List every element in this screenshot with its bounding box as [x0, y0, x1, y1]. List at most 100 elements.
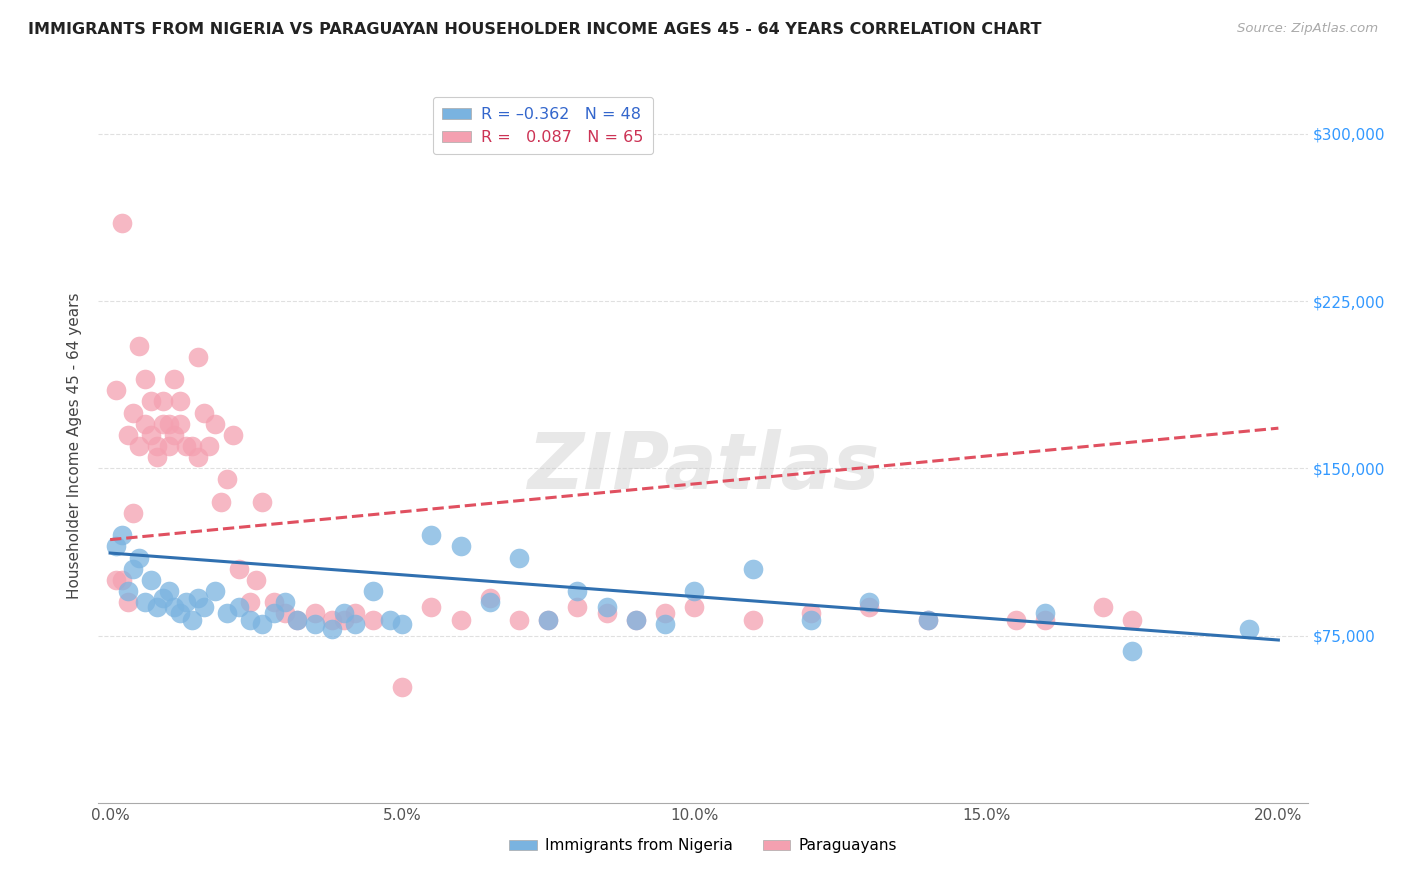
Point [683, 599, 706, 614]
Point [800, 607, 823, 621]
Point [117, 583, 139, 598]
Point [250, 617, 273, 632]
Point [537, 613, 560, 627]
Point [139, 573, 162, 587]
Point [391, 680, 413, 694]
Point [332, 607, 354, 621]
Point [1237, 622, 1260, 636]
Point [654, 607, 676, 621]
Point [152, 591, 174, 605]
Point [741, 562, 763, 576]
Point [478, 595, 501, 609]
Point [228, 599, 250, 614]
Point [169, 607, 191, 621]
Point [146, 599, 169, 614]
Point [420, 599, 443, 614]
Point [157, 439, 180, 453]
Point [134, 372, 156, 386]
Point [321, 613, 343, 627]
Point [163, 599, 186, 614]
Point [263, 607, 285, 621]
Point [180, 613, 202, 627]
Point [117, 427, 139, 442]
Point [274, 607, 297, 621]
Point [321, 622, 343, 636]
Point [228, 562, 250, 576]
Point [104, 573, 127, 587]
Point [1004, 613, 1026, 627]
Point [344, 617, 367, 632]
Text: Source: ZipAtlas.com: Source: ZipAtlas.com [1237, 22, 1378, 36]
Point [508, 550, 530, 565]
Point [139, 427, 162, 442]
Point [198, 439, 221, 453]
Point [917, 613, 939, 627]
Point [285, 613, 308, 627]
Point [122, 405, 145, 419]
Point [193, 599, 215, 614]
Point [361, 613, 384, 627]
Point [128, 550, 150, 565]
Point [450, 613, 472, 627]
Point [344, 607, 367, 621]
Point [654, 617, 676, 632]
Point [239, 613, 262, 627]
Point [285, 613, 308, 627]
Point [163, 427, 186, 442]
Point [146, 439, 169, 453]
Point [163, 372, 186, 386]
Point [134, 595, 156, 609]
Point [104, 539, 127, 553]
Point [169, 417, 191, 431]
Point [380, 613, 402, 627]
Point [624, 613, 647, 627]
Point [245, 573, 267, 587]
Point [741, 613, 763, 627]
Point [157, 583, 180, 598]
Point [1033, 613, 1056, 627]
Point [180, 439, 202, 453]
Point [122, 506, 145, 520]
Point [174, 439, 197, 453]
Point [204, 417, 226, 431]
Point [800, 613, 823, 627]
Point [215, 472, 238, 486]
Point [391, 617, 413, 632]
Point [1092, 599, 1115, 614]
Point [111, 528, 134, 542]
Point [917, 613, 939, 627]
Point [187, 591, 209, 605]
Point [1121, 644, 1143, 658]
Point [858, 595, 880, 609]
Point [420, 528, 443, 542]
Point [567, 583, 589, 598]
Point [146, 450, 169, 464]
Point [567, 599, 589, 614]
Point [209, 494, 232, 508]
Point [193, 405, 215, 419]
Point [174, 595, 197, 609]
Text: ZIPatlas: ZIPatlas [527, 429, 879, 506]
Point [157, 417, 180, 431]
Point [111, 216, 134, 230]
Point [304, 607, 326, 621]
Point [537, 613, 560, 627]
Point [332, 613, 354, 627]
Legend: Immigrants from Nigeria, Paraguayans: Immigrants from Nigeria, Paraguayans [503, 832, 903, 859]
Point [222, 427, 245, 442]
Point [304, 617, 326, 632]
Point [250, 494, 273, 508]
Point [263, 595, 285, 609]
Point [187, 350, 209, 364]
Point [139, 394, 162, 409]
Point [134, 417, 156, 431]
Point [117, 595, 139, 609]
Point [128, 338, 150, 352]
Point [683, 583, 706, 598]
Point [169, 394, 191, 409]
Y-axis label: Householder Income Ages 45 - 64 years: Householder Income Ages 45 - 64 years [67, 293, 83, 599]
Point [478, 591, 501, 605]
Point [274, 595, 297, 609]
Point [111, 573, 134, 587]
Point [122, 562, 145, 576]
